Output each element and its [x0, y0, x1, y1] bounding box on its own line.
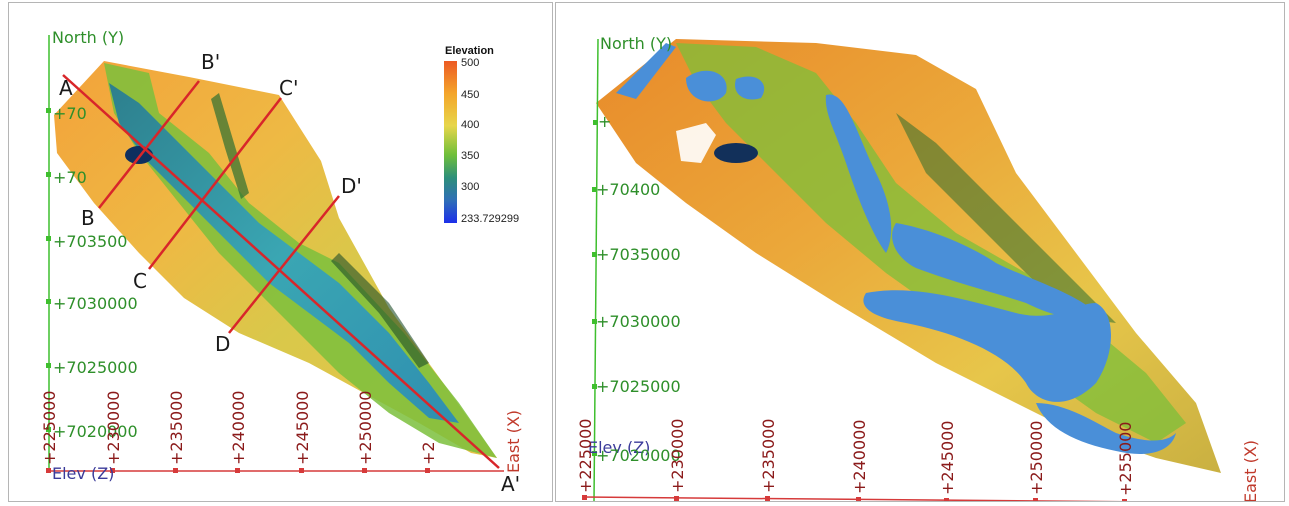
water-bodies [616, 43, 1176, 454]
water-body [686, 70, 727, 102]
section-line-bb [98, 80, 200, 209]
x-tick-label: +240000 [850, 420, 869, 494]
elevation-legend: Elevation 500 450 400 350 300 233.729299 [437, 43, 527, 233]
water-body [1036, 403, 1176, 454]
section-line-aa [62, 74, 500, 469]
legend-label: 350 [461, 150, 480, 162]
y-tick-label: +7035000 [596, 245, 681, 264]
x-tick-label: +235000 [167, 391, 186, 465]
y-tick-markers [46, 108, 51, 432]
x-tick-label: +2 [419, 441, 438, 465]
y-tick-label: +7030000 [596, 312, 681, 331]
x-tick-label: +245000 [293, 391, 312, 465]
section-label-b-prime: B' [201, 50, 220, 74]
x-tick-label: +230000 [104, 391, 123, 465]
east-axis-label: East (X) [504, 410, 523, 473]
north-axis [593, 38, 599, 501]
north-axis-label: North (Y) [600, 34, 672, 53]
legend-label: 500 [461, 57, 480, 69]
section-label-c-prime: C' [279, 76, 298, 100]
x-tick-label: +250000 [1027, 421, 1046, 495]
y-tick-label: +703500 [53, 232, 127, 251]
section-label-d-prime: D' [341, 174, 362, 198]
y-tick-label: +70400 [596, 180, 660, 199]
left-map-panel: A A' B B' C C' D D' North (Y) Elev (Z) E… [8, 2, 553, 502]
x-tick-label: +230000 [668, 419, 687, 493]
legend-label: 300 [461, 181, 480, 193]
y-tick-label: +7020000 [596, 446, 681, 465]
east-axis-label: East (X) [1241, 440, 1260, 502]
y-tick-markers [592, 120, 598, 456]
section-label-d: D [215, 332, 230, 356]
dark-ridge-2 [331, 253, 429, 368]
x-tick-label: +225000 [576, 419, 595, 493]
y-tick-label: + [598, 112, 611, 131]
water-body [863, 290, 1111, 402]
terrain-valley [109, 83, 459, 423]
water-body [825, 94, 892, 254]
x-tick-label: +235000 [759, 419, 778, 493]
y-tick-label: +70 [53, 104, 87, 123]
elev-axis-label: Elev (Z) [52, 464, 114, 483]
water-body [892, 223, 1096, 319]
right-map-panel: North (Y) Elev (Z) East (X) + +70400 +70… [555, 2, 1285, 502]
north-axis-label: North (Y) [52, 28, 124, 47]
terrain-dark-slope [896, 113, 1116, 323]
section-label-a: A [59, 76, 73, 100]
legend-label: 400 [461, 119, 480, 131]
legend-color-bar [444, 61, 457, 223]
legend-label: 233.729299 [461, 213, 520, 225]
water-body [735, 76, 765, 100]
section-label-a-prime: A' [501, 472, 520, 496]
left-map-canvas: A A' B B' C C' D D' North (Y) Elev (Z) E… [40, 28, 523, 496]
x-tick-label: +245000 [938, 421, 957, 495]
legend-label: 450 [461, 89, 480, 101]
water-body [616, 43, 676, 99]
section-line-cc [148, 97, 282, 270]
x-tick-label: +255000 [1116, 422, 1135, 496]
x-tick-markers [582, 495, 1127, 501]
section-label-b: B [81, 206, 95, 230]
y-tick-label: +7025000 [53, 358, 138, 377]
x-tick-label: +250000 [356, 391, 375, 465]
right-map-canvas: North (Y) Elev (Z) East (X) + +70400 +70… [576, 34, 1260, 502]
elev-axis-label: Elev (Z) [588, 438, 650, 457]
section-label-c: C [133, 269, 147, 293]
y-tick-label: +7030000 [53, 294, 138, 313]
y-tick-label: +7020000 [53, 422, 138, 441]
left-upper-tick-overlay: +70 [53, 104, 87, 123]
east-axis [583, 496, 1126, 501]
section-line-dd [228, 195, 340, 334]
x-tick-markers [46, 468, 430, 473]
x-tick-label: +240000 [229, 391, 248, 465]
x-tick-label: +225000 [40, 391, 59, 465]
y-tick-label: +7025000 [596, 377, 681, 396]
dark-ridge [211, 93, 249, 199]
y-tick-label: +70 [53, 168, 87, 187]
white-patch [676, 123, 716, 163]
dark-basin [714, 143, 758, 163]
legend-title: Elevation [445, 45, 494, 57]
